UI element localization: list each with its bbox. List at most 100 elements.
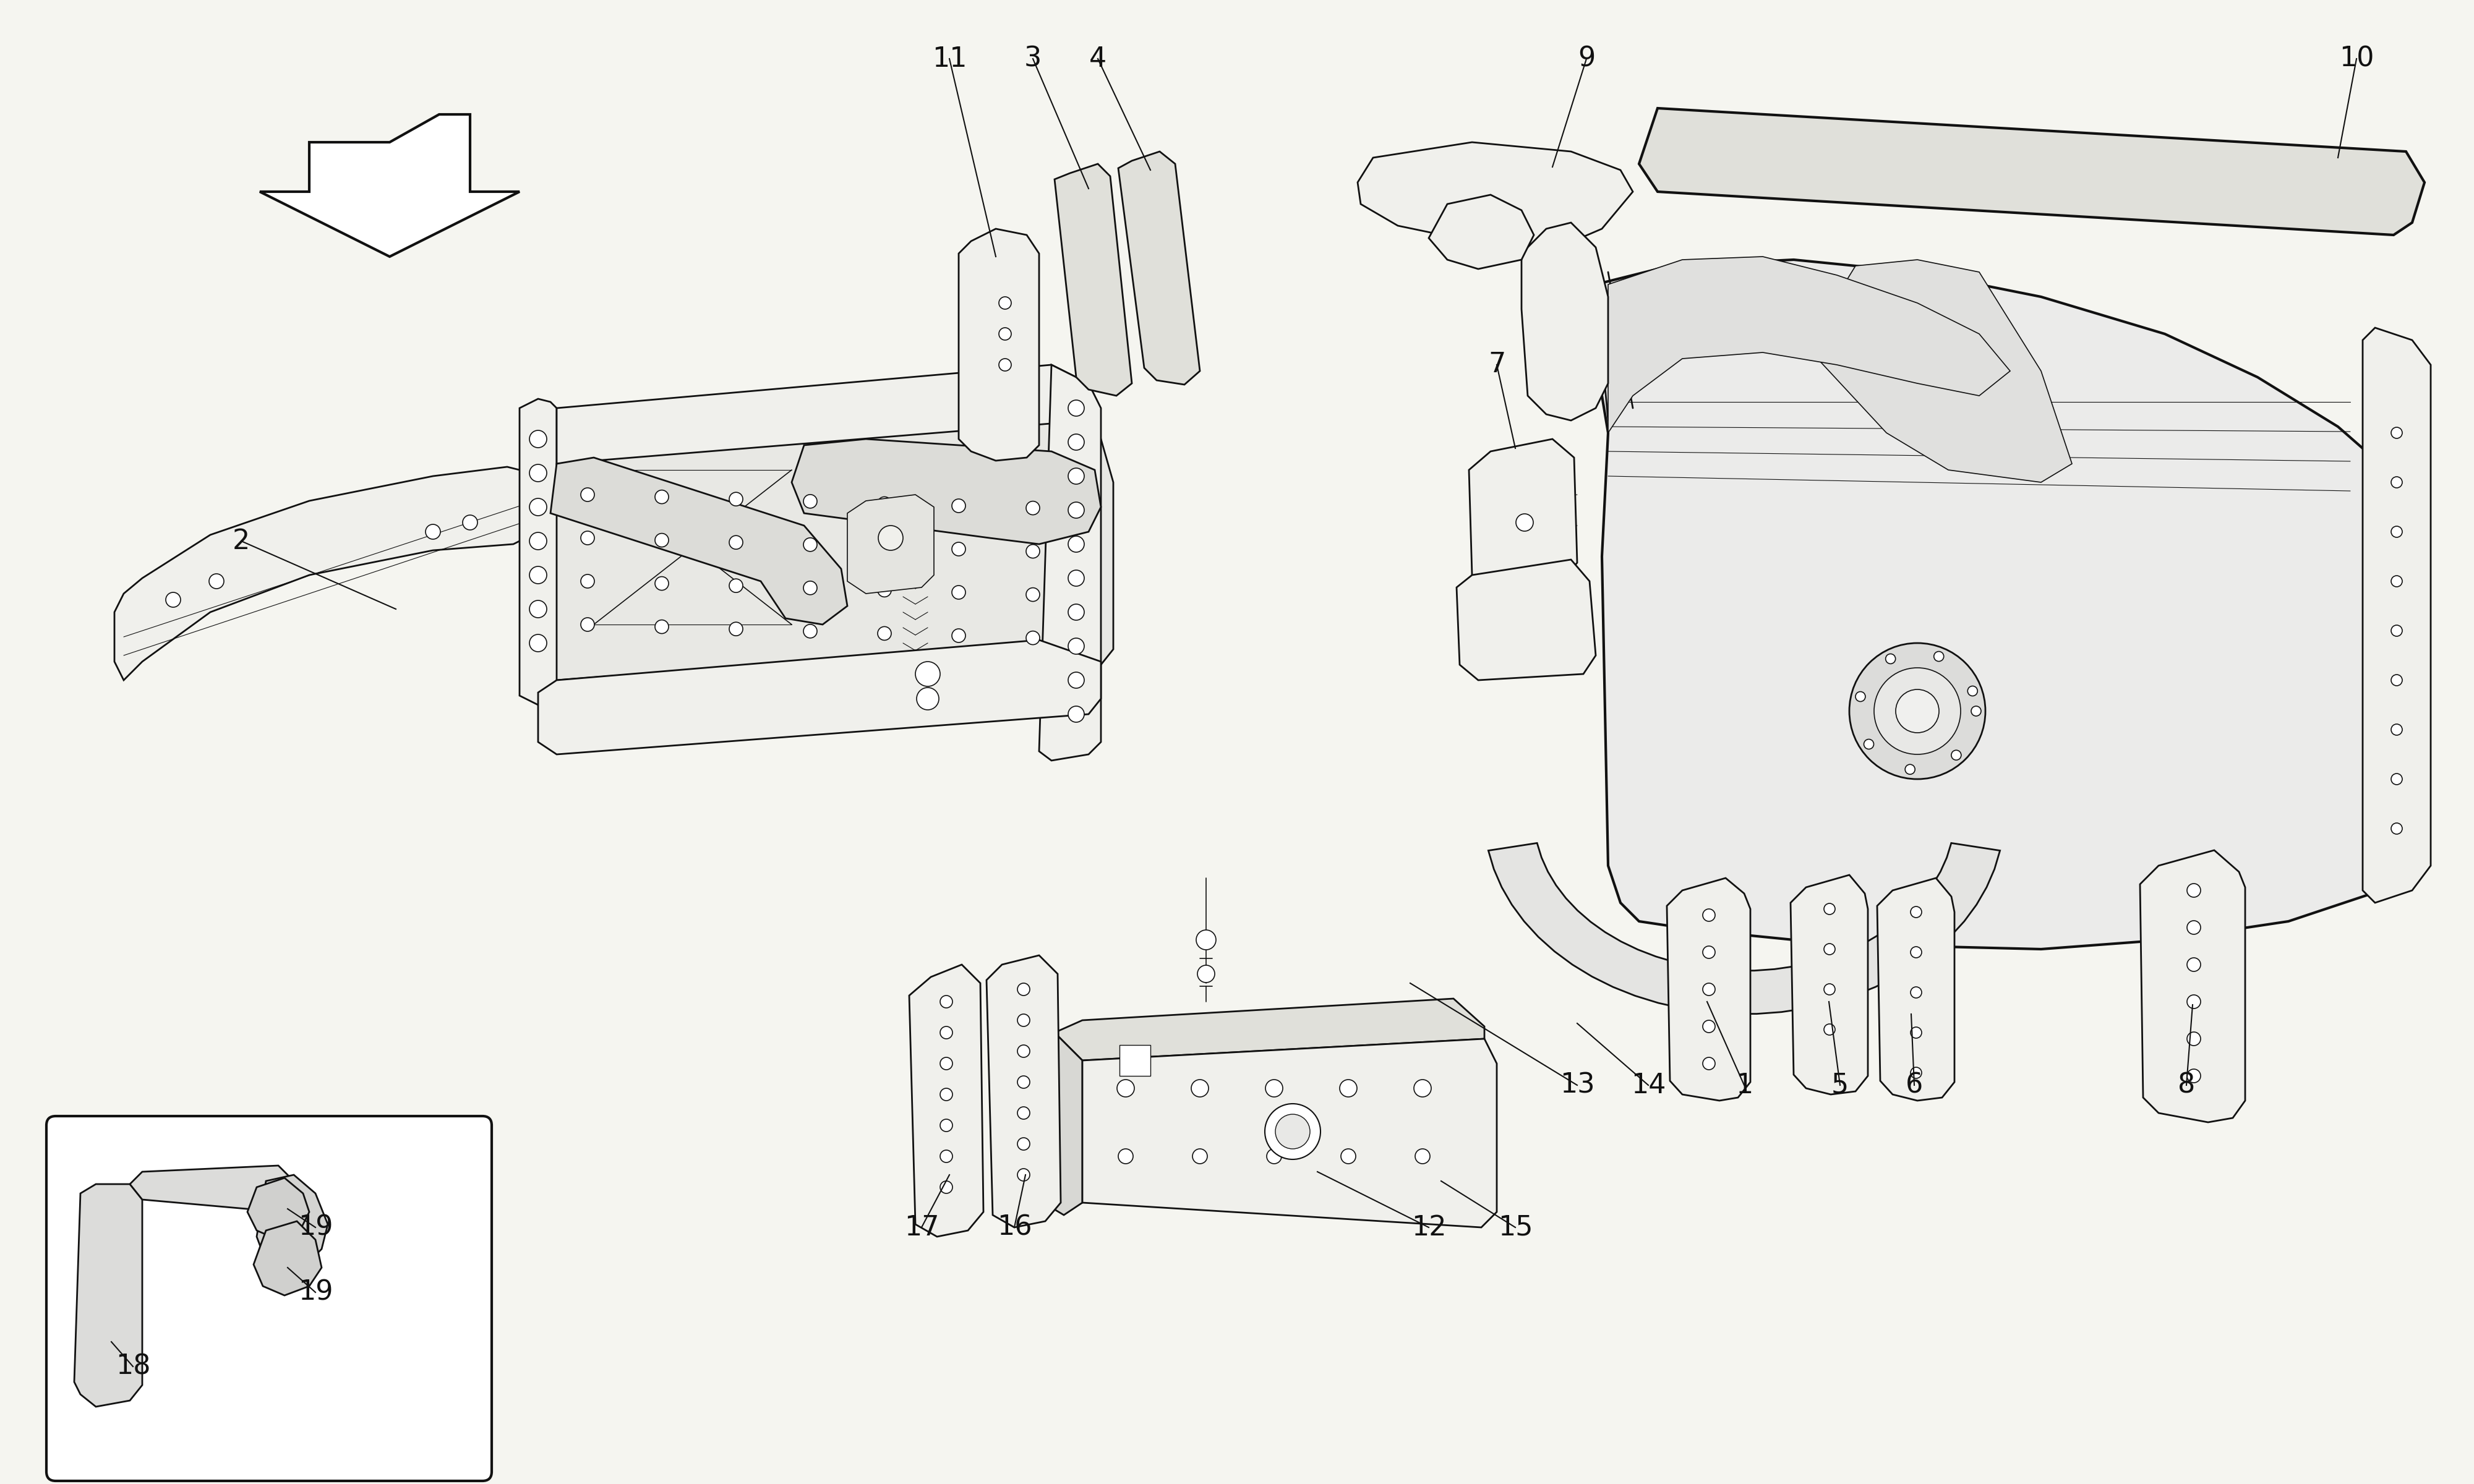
Text: 11: 11 <box>933 46 967 73</box>
Polygon shape <box>846 494 935 594</box>
Text: 18: 18 <box>116 1353 151 1380</box>
Circle shape <box>915 662 940 686</box>
Circle shape <box>529 430 547 448</box>
Circle shape <box>999 297 1012 309</box>
Circle shape <box>730 493 742 506</box>
Polygon shape <box>1667 879 1752 1101</box>
Polygon shape <box>114 467 539 680</box>
Circle shape <box>656 620 668 634</box>
Polygon shape <box>1039 365 1101 760</box>
Circle shape <box>1341 1149 1356 1163</box>
Circle shape <box>1967 686 1977 696</box>
FancyBboxPatch shape <box>47 1116 492 1481</box>
Polygon shape <box>1430 194 1534 269</box>
Circle shape <box>1264 1104 1321 1159</box>
Circle shape <box>1069 570 1084 586</box>
Circle shape <box>1118 1149 1133 1163</box>
Circle shape <box>1952 751 1962 760</box>
Text: 7: 7 <box>1487 352 1507 378</box>
Text: 19: 19 <box>297 1279 334 1306</box>
Circle shape <box>1027 545 1039 558</box>
Text: 14: 14 <box>1630 1071 1665 1098</box>
Circle shape <box>529 499 547 515</box>
Circle shape <box>1069 433 1084 450</box>
Circle shape <box>2390 773 2402 785</box>
Circle shape <box>1935 651 1945 662</box>
Text: 19: 19 <box>297 1214 334 1241</box>
Circle shape <box>2390 675 2402 686</box>
Polygon shape <box>260 114 520 257</box>
Circle shape <box>1972 706 1982 715</box>
Circle shape <box>1856 692 1865 702</box>
Circle shape <box>1069 467 1084 484</box>
Polygon shape <box>539 640 1101 754</box>
Circle shape <box>1197 930 1217 950</box>
Circle shape <box>1017 1107 1029 1119</box>
Circle shape <box>581 617 594 631</box>
Circle shape <box>952 542 965 556</box>
Circle shape <box>1823 984 1836 994</box>
Circle shape <box>1069 604 1084 620</box>
Text: 12: 12 <box>1410 1214 1447 1241</box>
Polygon shape <box>987 956 1061 1227</box>
Polygon shape <box>1596 260 2405 950</box>
Polygon shape <box>1638 108 2425 234</box>
Circle shape <box>940 1150 952 1162</box>
Circle shape <box>2390 476 2402 488</box>
Circle shape <box>2390 527 2402 537</box>
Circle shape <box>1017 982 1029 996</box>
Text: 5: 5 <box>1831 1071 1848 1098</box>
Polygon shape <box>1608 257 2009 433</box>
Circle shape <box>940 1119 952 1131</box>
Polygon shape <box>1358 142 1633 248</box>
Circle shape <box>1017 1169 1029 1181</box>
Circle shape <box>529 601 547 617</box>
Circle shape <box>1702 908 1714 922</box>
Circle shape <box>1192 1149 1207 1163</box>
Circle shape <box>730 622 742 635</box>
Circle shape <box>1702 1057 1714 1070</box>
Circle shape <box>1910 1027 1922 1039</box>
Circle shape <box>208 574 223 589</box>
Circle shape <box>1017 1138 1029 1150</box>
Circle shape <box>1823 944 1836 954</box>
Polygon shape <box>792 439 1101 545</box>
Circle shape <box>1069 401 1084 416</box>
Polygon shape <box>74 1184 143 1407</box>
Circle shape <box>804 537 816 552</box>
Circle shape <box>999 328 1012 340</box>
Circle shape <box>804 625 816 638</box>
Polygon shape <box>557 365 1094 463</box>
Circle shape <box>1910 907 1922 917</box>
Text: 2: 2 <box>233 528 250 555</box>
Circle shape <box>2390 824 2402 834</box>
Text: 16: 16 <box>997 1214 1032 1241</box>
Circle shape <box>1197 965 1215 982</box>
Circle shape <box>952 499 965 512</box>
Circle shape <box>940 1027 952 1039</box>
Circle shape <box>1341 1080 1356 1097</box>
Circle shape <box>656 533 668 548</box>
Circle shape <box>1415 1080 1430 1097</box>
Circle shape <box>1702 982 1714 996</box>
Circle shape <box>1069 706 1084 723</box>
Polygon shape <box>2363 328 2429 902</box>
Text: 8: 8 <box>2177 1071 2194 1098</box>
Circle shape <box>2390 625 2402 637</box>
Circle shape <box>2187 1068 2202 1083</box>
Circle shape <box>1895 690 1940 733</box>
Polygon shape <box>1878 879 1954 1101</box>
Circle shape <box>940 1181 952 1193</box>
Circle shape <box>581 574 594 588</box>
Polygon shape <box>1489 843 1999 1014</box>
Circle shape <box>2390 427 2402 438</box>
Circle shape <box>1118 1080 1133 1097</box>
Circle shape <box>730 579 742 592</box>
Circle shape <box>915 687 940 709</box>
Polygon shape <box>960 229 1039 460</box>
Circle shape <box>1267 1080 1282 1097</box>
Polygon shape <box>1457 559 1596 680</box>
Polygon shape <box>1470 439 1578 591</box>
Circle shape <box>1017 1076 1029 1088</box>
Circle shape <box>1910 947 1922 957</box>
